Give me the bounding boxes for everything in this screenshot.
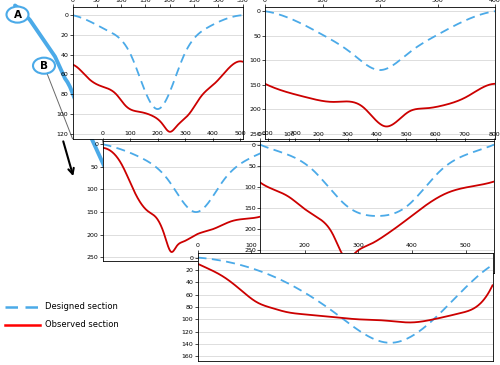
Text: D: D (130, 223, 140, 233)
Text: F: F (148, 228, 154, 238)
Circle shape (140, 225, 162, 241)
Circle shape (105, 195, 127, 211)
Circle shape (33, 58, 55, 74)
Circle shape (132, 223, 154, 239)
Text: C: C (112, 197, 120, 208)
Text: A: A (14, 9, 22, 20)
Circle shape (6, 7, 29, 23)
Text: E: E (140, 226, 147, 236)
Circle shape (124, 220, 146, 236)
Text: B: B (40, 61, 48, 71)
Text: Designed section: Designed section (45, 302, 118, 311)
Text: Observed section: Observed section (45, 320, 119, 329)
